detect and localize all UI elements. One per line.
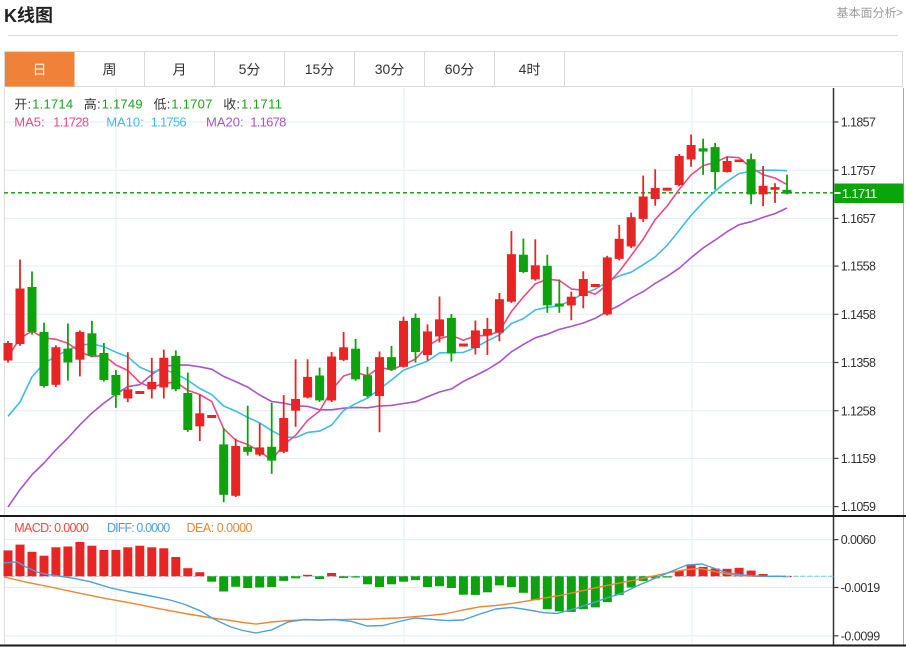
svg-text:15: 15 xyxy=(305,61,321,77)
svg-text:1.1707: 1.1707 xyxy=(171,96,212,111)
svg-text:1.1757: 1.1757 xyxy=(841,164,876,178)
svg-text::: : xyxy=(97,96,101,111)
svg-text:MA10:: MA10: xyxy=(106,115,144,130)
svg-text:60: 60 xyxy=(445,61,461,77)
svg-text:-0.0019: -0.0019 xyxy=(841,581,881,595)
svg-text::: : xyxy=(28,96,32,111)
svg-text:1.1728: 1.1728 xyxy=(53,115,89,130)
svg-text:1.1714: 1.1714 xyxy=(32,96,73,111)
svg-text:1.1458: 1.1458 xyxy=(841,308,876,322)
svg-text:1.1558: 1.1558 xyxy=(841,260,876,274)
svg-text:1.1159: 1.1159 xyxy=(841,452,876,466)
svg-text:1.1756: 1.1756 xyxy=(151,115,187,130)
svg-text:1.1857: 1.1857 xyxy=(841,116,876,130)
svg-text:DIFF: 0.0000: DIFF: 0.0000 xyxy=(107,521,170,535)
svg-text:>: > xyxy=(896,6,903,20)
svg-text::: : xyxy=(167,96,171,111)
svg-text:1.1059: 1.1059 xyxy=(841,500,876,514)
svg-text:1.1358: 1.1358 xyxy=(841,356,876,370)
svg-text:MA5:: MA5: xyxy=(14,115,44,130)
svg-text:1.1711: 1.1711 xyxy=(241,96,282,111)
svg-text:0.0060: 0.0060 xyxy=(841,533,876,547)
svg-text:1.1678: 1.1678 xyxy=(250,115,286,130)
svg-text:MACD: 0.0000: MACD: 0.0000 xyxy=(14,521,89,535)
svg-text:1.1749: 1.1749 xyxy=(102,96,143,111)
svg-text:1.1258: 1.1258 xyxy=(841,404,876,418)
svg-text:5: 5 xyxy=(239,61,247,77)
svg-text:-0.0099: -0.0099 xyxy=(841,629,881,643)
svg-text:1.1657: 1.1657 xyxy=(841,212,876,226)
svg-text:DEA: 0.0000: DEA: 0.0000 xyxy=(187,521,253,535)
svg-text::: : xyxy=(236,96,240,111)
svg-text:1.1711: 1.1711 xyxy=(842,186,877,201)
svg-text:4: 4 xyxy=(519,61,527,77)
svg-text:30: 30 xyxy=(375,61,391,77)
svg-text:MA20:: MA20: xyxy=(206,115,244,130)
svg-text:K: K xyxy=(4,6,17,26)
